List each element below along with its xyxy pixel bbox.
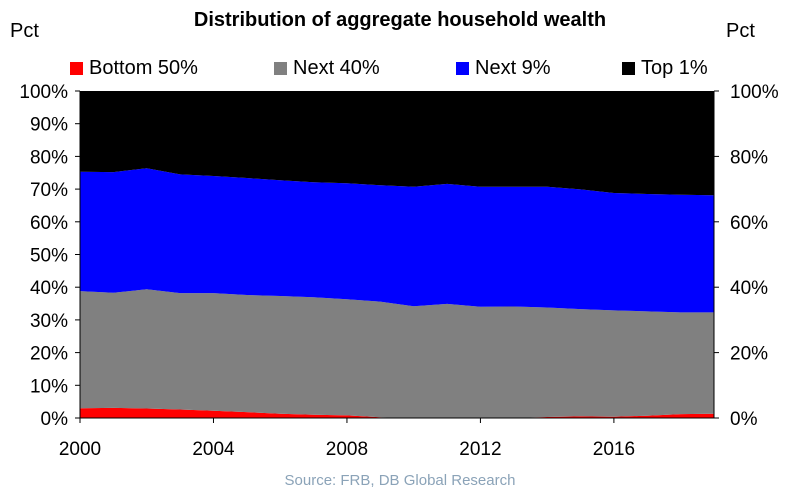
y-tick-label-left: 100% <box>19 82 68 103</box>
y-tick-label-left: 30% <box>30 311 68 332</box>
legend-label-next-9: Next 9% <box>475 57 551 79</box>
y-tick-label-left: 90% <box>30 115 68 136</box>
legend-item-next-40: Next 40% <box>274 57 380 80</box>
legend-label-top-1: Top 1% <box>641 57 708 79</box>
axes <box>75 90 719 423</box>
y-tick-label-right: 20% <box>730 344 768 365</box>
legend-swatch-next-40 <box>274 62 287 75</box>
right-axis-unit: Pct <box>726 20 755 42</box>
legend-label-bottom-50: Bottom 50% <box>89 57 198 79</box>
y-tick-label-left: 50% <box>30 246 68 267</box>
legend-item-bottom-50: Bottom 50% <box>70 57 198 80</box>
y-tick-label-right: 0% <box>730 409 758 430</box>
y-tick-label-right: 40% <box>730 278 768 299</box>
chart-title: Distribution of aggregate household weal… <box>193 9 607 31</box>
area-next-9 <box>80 168 714 313</box>
y-tick-label-left: 20% <box>30 344 68 365</box>
legend-swatch-bottom-50 <box>70 62 83 75</box>
area-next-40 <box>80 289 714 418</box>
legend-label-next-40: Next 40% <box>293 57 380 79</box>
tick-labels: 0% 10% 20% 30% 40% 50% 60% 70% 80% 90% 100% 0% 20% 40… <box>19 82 778 460</box>
x-tick-label: 2000 <box>59 439 101 460</box>
x-tick-label: 2008 <box>326 439 368 460</box>
legend-swatch-next-9 <box>456 62 469 75</box>
legend: Bottom 50% Next 40% Next 9% Top 1% <box>0 57 800 81</box>
x-tick-label: 2016 <box>593 439 635 460</box>
legend-item-top-1: Top 1% <box>622 57 708 80</box>
y-tick-label-right: 80% <box>730 147 768 168</box>
area-layers <box>80 91 714 418</box>
legend-item-next-9: Next 9% <box>456 57 551 80</box>
y-tick-label-right: 100% <box>730 82 779 103</box>
x-tick-label: 2004 <box>192 439 235 460</box>
area-bottom-50 <box>80 407 714 418</box>
y-tick-label-left: 10% <box>30 376 68 397</box>
legend-swatch-top-1 <box>622 62 635 75</box>
y-tick-label-left: 60% <box>30 213 68 234</box>
y-tick-label-left: 40% <box>30 278 68 299</box>
y-tick-label-left: 80% <box>30 147 68 168</box>
x-tick-label: 2012 <box>459 439 501 460</box>
y-tick-label-left: 70% <box>30 180 68 201</box>
y-tick-label-right: 60% <box>730 213 768 234</box>
source-note: Source: FRB, DB Global Research <box>284 472 516 489</box>
left-axis-unit: Pct <box>10 20 39 42</box>
area-top-1 <box>80 91 714 196</box>
y-tick-label-left: 0% <box>41 409 69 430</box>
